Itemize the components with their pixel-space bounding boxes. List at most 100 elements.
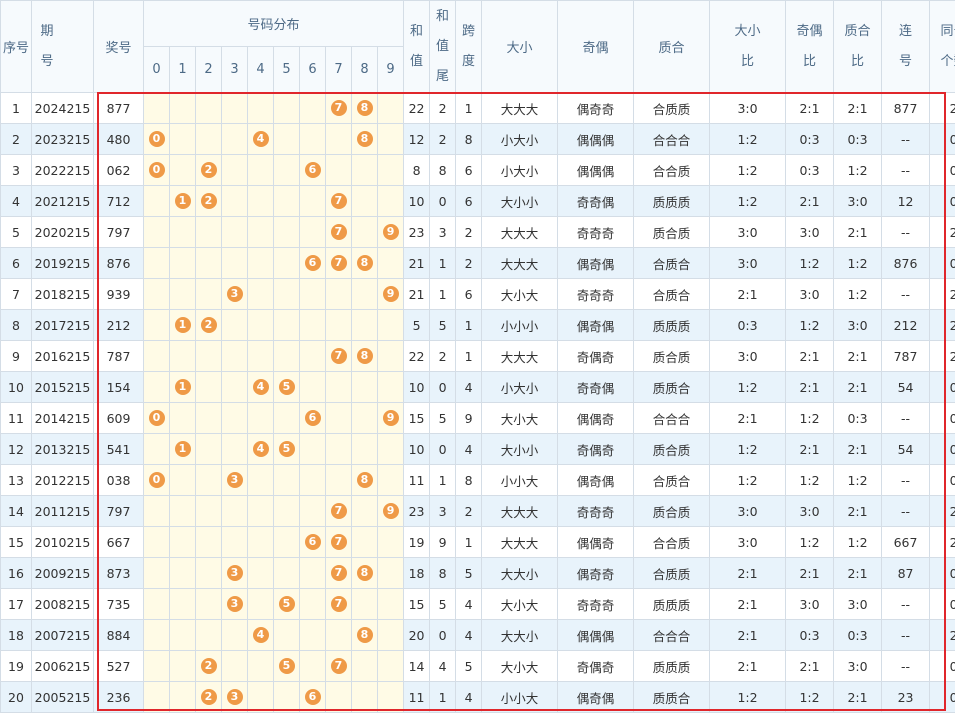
dist-cell-9: 9 [376, 402, 405, 434]
header-prime-composite: 质合 [633, 0, 711, 93]
cell-same: 2 [929, 526, 955, 558]
dist-cell-1 [169, 526, 196, 558]
cell-tail: 1 [429, 278, 457, 310]
dist-cell-7 [325, 402, 352, 434]
digit-ball: 0 [148, 472, 165, 489]
dist-cell-8 [351, 433, 378, 465]
dist-cell-8: 8 [351, 123, 378, 155]
dist-cell-3 [221, 123, 248, 155]
header-dist: 号码分布 [142, 0, 405, 47]
cell-bs: 大大大 [481, 495, 559, 527]
cell-bs: 大小大 [481, 278, 559, 310]
cell-span: 4 [455, 371, 483, 403]
dist-cell-0 [143, 433, 170, 465]
cell-oer: 2:1 [785, 557, 835, 589]
digit-ball: 7 [330, 255, 347, 272]
dist-cell-0 [143, 681, 170, 713]
header-pc-ratio: 质合比 [844, 23, 871, 69]
cell-pcr: 1:2 [833, 154, 883, 186]
cell-pc: 合质质 [633, 557, 711, 589]
dist-cell-3 [221, 247, 248, 279]
cell-tail: 5 [429, 588, 457, 620]
dist-cell-9 [376, 247, 405, 279]
cell-bsr: 1:2 [709, 681, 787, 713]
dist-cell-3 [221, 154, 248, 186]
dist-cell-3 [221, 185, 248, 217]
header-digit-6: 6 [299, 46, 326, 93]
digit-ball: 1 [174, 441, 191, 458]
dist-cell-6: 6 [299, 154, 326, 186]
cell-oe: 奇偶奇 [557, 340, 635, 372]
dist-cell-1 [169, 464, 196, 496]
cell-oe: 奇奇偶 [557, 185, 635, 217]
cell-tail: 0 [429, 433, 457, 465]
dist-cell-4 [247, 185, 274, 217]
cell-same: 2 [929, 278, 955, 310]
cell-pc: 质质质 [633, 185, 711, 217]
digit-ball: 7 [330, 348, 347, 365]
dist-cell-0 [143, 185, 170, 217]
cell-oe: 奇奇奇 [557, 278, 635, 310]
cell-bs: 小大小 [481, 123, 559, 155]
cell-pc: 质质合 [633, 681, 711, 713]
dist-cell-6: 6 [299, 247, 326, 279]
cell-oer: 2:1 [785, 433, 835, 465]
dist-cell-3: 3 [221, 588, 248, 620]
cell-sum: 22 [403, 340, 431, 372]
cell-sum: 20 [403, 619, 431, 651]
dist-cell-2: 2 [195, 650, 222, 682]
cell-bsr: 3:0 [709, 340, 787, 372]
digit-ball: 8 [356, 255, 373, 272]
cell-seq: 4 [0, 185, 32, 217]
dist-cell-9 [376, 650, 405, 682]
cell-cons: 787 [881, 340, 931, 372]
cell-pcr: 1:2 [833, 247, 883, 279]
cell-same: 0 [929, 154, 955, 186]
cell-oe: 偶奇偶 [557, 309, 635, 341]
cell-oe: 偶偶奇 [557, 402, 635, 434]
dist-cell-9 [376, 185, 405, 217]
cell-cons: 877 [881, 92, 931, 124]
digit-ball: 3 [226, 596, 243, 613]
digit-ball: 7 [330, 534, 347, 551]
digit-ball: 4 [252, 627, 269, 644]
cell-tail: 5 [429, 402, 457, 434]
cell-bsr: 1:2 [709, 185, 787, 217]
cell-oer: 2:1 [785, 340, 835, 372]
dist-cell-6 [299, 650, 326, 682]
dist-cell-0 [143, 340, 170, 372]
cell-bsr: 1:2 [709, 464, 787, 496]
dist-cell-9 [376, 309, 405, 341]
digit-ball: 9 [382, 224, 399, 241]
dist-cell-3: 3 [221, 557, 248, 589]
cell-bs: 小小小 [481, 309, 559, 341]
digit-ball: 7 [330, 565, 347, 582]
dist-cell-9 [376, 588, 405, 620]
cell-seq: 16 [0, 557, 32, 589]
dist-cell-0 [143, 526, 170, 558]
cell-oe: 偶奇奇 [557, 557, 635, 589]
cell-award: 154 [93, 371, 144, 403]
dist-cell-6 [299, 464, 326, 496]
dist-cell-8: 8 [351, 340, 378, 372]
cell-cons: 54 [881, 433, 931, 465]
cell-seq: 10 [0, 371, 32, 403]
cell-same: 0 [929, 247, 955, 279]
cell-award: 877 [93, 92, 144, 124]
header-period[interactable]: 期号 排序 ▲ [31, 0, 94, 93]
cell-bs: 大大小 [481, 619, 559, 651]
cell-sum: 14 [403, 650, 431, 682]
dist-cell-2 [195, 247, 222, 279]
dist-cell-9 [376, 340, 405, 372]
dist-cell-9 [376, 464, 405, 496]
digit-ball: 7 [330, 658, 347, 675]
cell-same: 0 [929, 185, 955, 217]
dist-cell-8 [351, 185, 378, 217]
cell-period: 2017215 [31, 309, 94, 341]
cell-pcr: 2:1 [833, 495, 883, 527]
cell-span: 9 [455, 402, 483, 434]
